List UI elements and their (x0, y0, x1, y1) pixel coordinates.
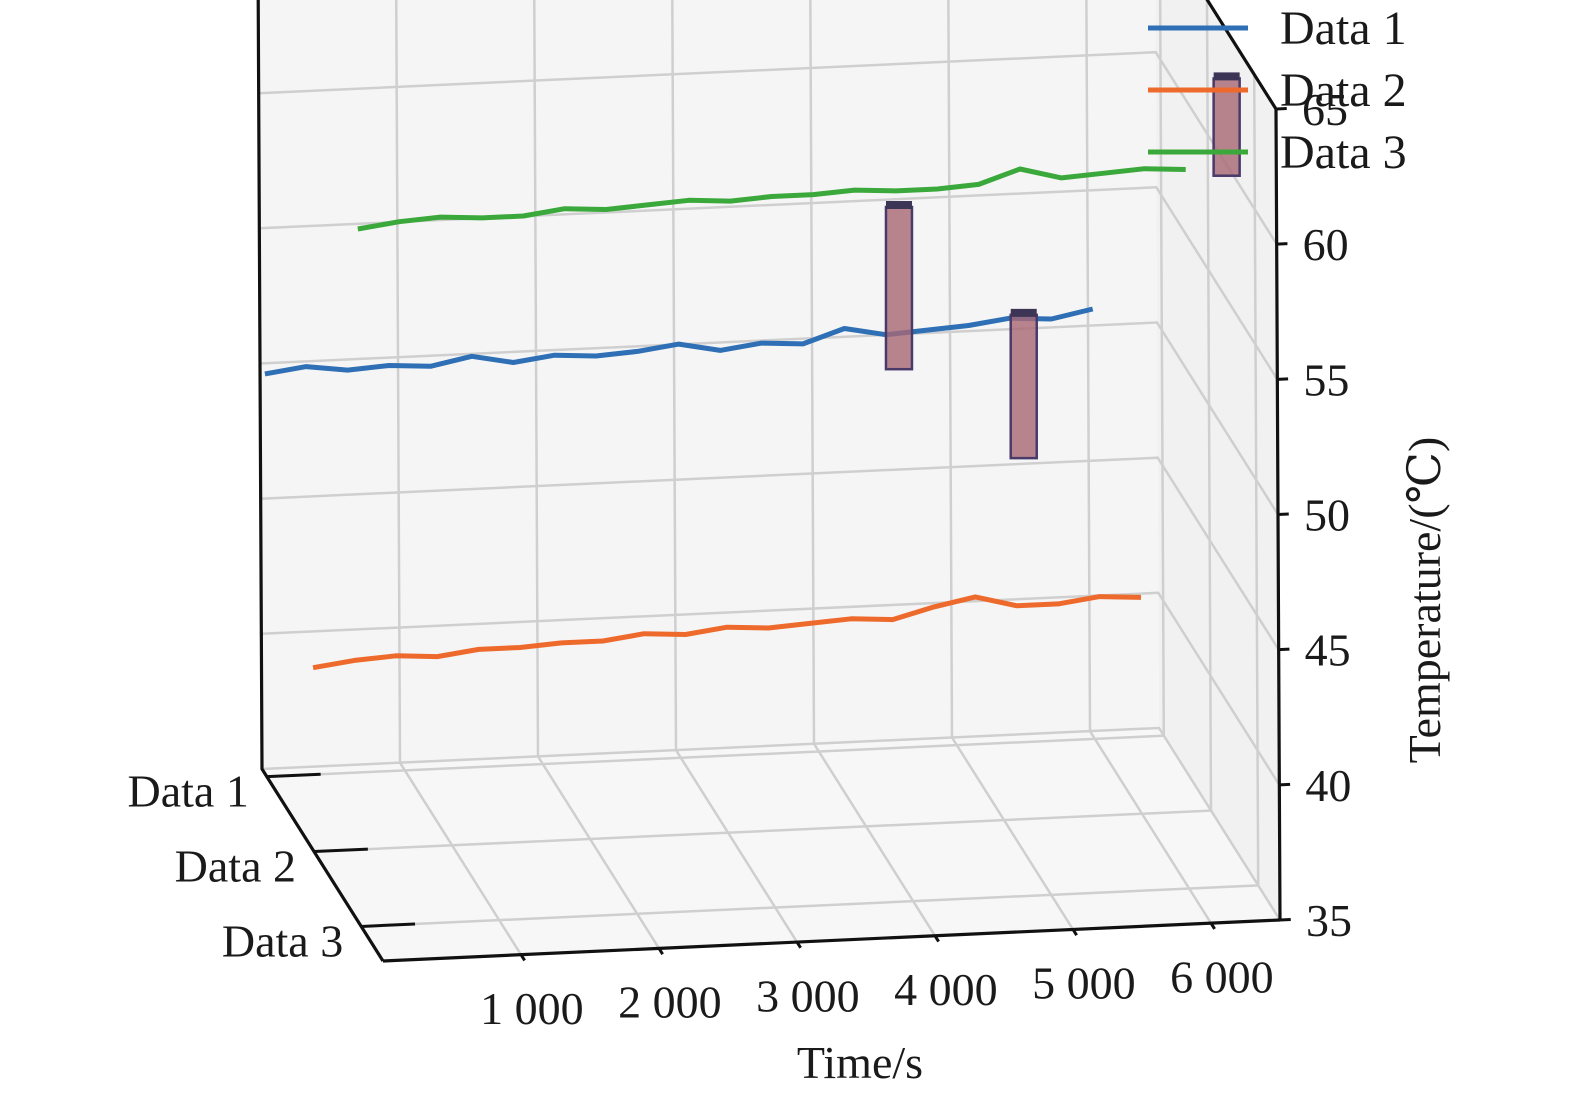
highlight-bar (1212, 77, 1241, 177)
z-tick-label: 60 (1303, 219, 1349, 270)
z-tick-label: 40 (1305, 760, 1351, 811)
x-tick-mark (657, 947, 664, 955)
series-lines (264, 166, 1186, 671)
y-tick-mark (361, 922, 416, 928)
legend-label: Data 3 (1280, 126, 1407, 179)
x-tick-mark (1071, 928, 1078, 937)
highlight-bar-cap (1213, 72, 1240, 81)
grid-line-z (258, 50, 1278, 245)
y-tick-mark (266, 772, 321, 779)
legend-label: Data 1 (1280, 2, 1407, 55)
x-tick-label: 6 000 (1170, 951, 1274, 1002)
grid-line-z (259, 186, 1279, 380)
floor-pane (262, 728, 1280, 961)
x-tick-label: 5 000 (1032, 958, 1136, 1009)
y-tick-mark (313, 847, 368, 854)
y-tick-label: Data 3 (222, 915, 343, 966)
series-line-data-1 (264, 306, 1094, 377)
y-tick-label: Data 1 (127, 766, 248, 817)
grid-line-z (259, 321, 1280, 516)
series-line-data-2 (312, 594, 1142, 671)
x-axis-line (382, 918, 1281, 963)
grid-lines (258, 0, 1282, 956)
grid-line-z (260, 456, 1280, 651)
axis-panes (258, 0, 1280, 961)
x-tick-mark (519, 953, 526, 962)
z-tick-label: 50 (1304, 490, 1350, 541)
z-tick-label: 45 (1305, 625, 1351, 676)
side-pane (1155, 0, 1280, 920)
z-axis-title: Temperature/(℃) (1399, 437, 1450, 764)
x-axis-title: Time/s (797, 1037, 923, 1088)
legend: Data 1 Data 2 Data 3 (1148, 2, 1407, 179)
highlight-bars (884, 72, 1241, 460)
axis-frame (256, 0, 1291, 963)
x-tick-label: 3 000 (756, 970, 860, 1021)
legend-label: Data 2 (1280, 64, 1407, 117)
highlight-bar (1009, 313, 1038, 460)
x-tick-label: 2 000 (618, 977, 722, 1028)
tick-labels: 1 000 2 000 3 000 4 000 5 000 6 000 35 40 45 50 55… (127, 84, 1450, 1088)
highlight-bar (884, 205, 914, 371)
x-tick-mark (795, 941, 802, 949)
x-tick-label: 4 000 (894, 964, 998, 1015)
grid-line-z (261, 591, 1281, 786)
grid-line-y (266, 0, 1166, 778)
x-tick-label: 1 000 (480, 983, 584, 1034)
z-tick-label: 65 (1302, 84, 1348, 135)
grid-line-y (313, 0, 1213, 853)
grid-line-y (361, 74, 1260, 928)
series-line-data-3 (357, 166, 1186, 232)
back-pane (258, 0, 1159, 769)
y-tick-label: Data 2 (175, 841, 296, 892)
z-tick-label: 35 (1306, 895, 1352, 946)
grid-line-z (261, 726, 1282, 921)
x-tick-mark (933, 934, 940, 943)
highlight-bar-cap (1010, 308, 1037, 317)
x-tick-mark (1209, 922, 1216, 930)
z-tick-label: 55 (1303, 354, 1349, 405)
highlight-bar-cap (885, 200, 912, 209)
